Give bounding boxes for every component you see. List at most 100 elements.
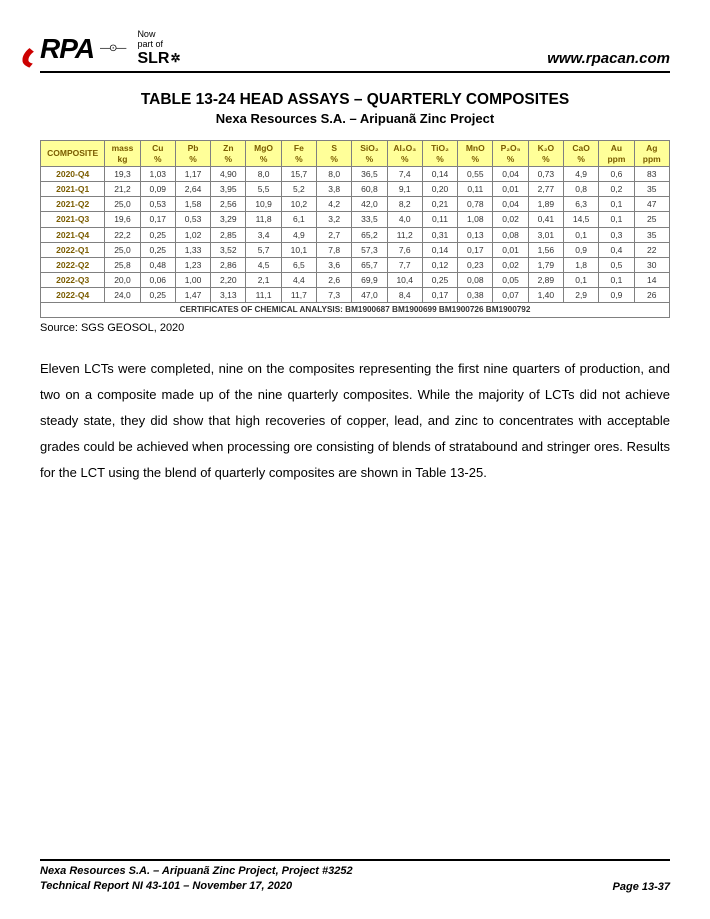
cell: 2,77 [528, 181, 563, 196]
cell: 19,3 [105, 166, 140, 181]
cell: 0,1 [599, 197, 634, 212]
cell: 20,0 [105, 273, 140, 288]
gear-icon: ✲ [170, 52, 180, 65]
rpa-logo: RPA [40, 33, 94, 65]
cell: 26 [634, 288, 669, 303]
table-row: 2022-Q424,00,251,473,1311,111,77,347,08,… [41, 288, 670, 303]
row-label: 2021-Q1 [41, 181, 105, 196]
cell: 35 [634, 181, 669, 196]
cell: 4,9 [564, 166, 599, 181]
cell: 3,6 [317, 257, 352, 272]
cell: 0,1 [564, 227, 599, 242]
cell: 3,52 [211, 242, 246, 257]
cell: 0,38 [458, 288, 493, 303]
slr-now: Now [137, 29, 155, 39]
cell: 1,58 [175, 197, 210, 212]
cell: 0,07 [493, 288, 528, 303]
cell: 6,5 [281, 257, 316, 272]
cell: 6,3 [564, 197, 599, 212]
cell: 2,86 [211, 257, 246, 272]
cell: 0,5 [599, 257, 634, 272]
table-row: 2021-Q121,20,092,643,955,55,23,860,89,10… [41, 181, 670, 196]
row-label: 2022-Q4 [41, 288, 105, 303]
cell: 0,17 [422, 288, 457, 303]
cell: 0,04 [493, 166, 528, 181]
assay-table: COMPOSITEmasskgCu%Pb%Zn%MgO%Fe%S%SiO₂%Al… [40, 140, 670, 318]
cell: 2,7 [317, 227, 352, 242]
slr-part: part of [137, 39, 163, 49]
cell: 3,29 [211, 212, 246, 227]
cell: 60,8 [352, 181, 387, 196]
cell: 25,8 [105, 257, 140, 272]
cell: 0,1 [599, 212, 634, 227]
cell: 5,5 [246, 181, 281, 196]
cell: 0,11 [458, 181, 493, 196]
cell: 4,0 [387, 212, 422, 227]
cell: 8,0 [317, 166, 352, 181]
col-header: SiO₂% [352, 141, 387, 166]
cell: 0,02 [493, 212, 528, 227]
col-header: Cu% [140, 141, 175, 166]
source-line: Source: SGS GEOSOL, 2020 [40, 322, 670, 334]
cell: 1,56 [528, 242, 563, 257]
cell: 0,09 [140, 181, 175, 196]
cell: 0,25 [140, 227, 175, 242]
col-header: Pb% [175, 141, 210, 166]
cell: 8,0 [246, 166, 281, 181]
table-row: 2022-Q320,00,061,002,202,14,42,669,910,4… [41, 273, 670, 288]
cell: 0,25 [140, 242, 175, 257]
table-row: 2021-Q319,60,170,533,2911,86,13,233,54,0… [41, 212, 670, 227]
cell: 4,4 [281, 273, 316, 288]
col-header: Zn% [211, 141, 246, 166]
cell: 0,17 [140, 212, 175, 227]
row-label: 2021-Q4 [41, 227, 105, 242]
cell: 4,9 [281, 227, 316, 242]
col-header: S% [317, 141, 352, 166]
row-label: 2021-Q2 [41, 197, 105, 212]
table-row: 2021-Q422,20,251,022,853,44,92,765,211,2… [41, 227, 670, 242]
col-header: Auppm [599, 141, 634, 166]
site-url: www.rpacan.com [547, 50, 670, 67]
row-label: 2022-Q3 [41, 273, 105, 288]
cell: 11,1 [246, 288, 281, 303]
cell: 0,78 [458, 197, 493, 212]
cell: 1,8 [564, 257, 599, 272]
cell: 1,00 [175, 273, 210, 288]
cell: 7,6 [387, 242, 422, 257]
cell: 10,1 [281, 242, 316, 257]
cell: 1,23 [175, 257, 210, 272]
connector-icon: —⊙— [100, 43, 125, 54]
table-row: 2020-Q419,31,031,174,908,015,78,036,57,4… [41, 166, 670, 181]
cell: 0,12 [422, 257, 457, 272]
cell: 0,2 [599, 181, 634, 196]
cell: 0,3 [599, 227, 634, 242]
cell: 7,3 [317, 288, 352, 303]
cell: 3,01 [528, 227, 563, 242]
cell: 1,08 [458, 212, 493, 227]
cell: 65,2 [352, 227, 387, 242]
cell: 5,7 [246, 242, 281, 257]
cell: 7,4 [387, 166, 422, 181]
cell: 0,48 [140, 257, 175, 272]
cell: 7,8 [317, 242, 352, 257]
row-label: 2022-Q2 [41, 257, 105, 272]
cell: 0,14 [422, 242, 457, 257]
cell: 0,23 [458, 257, 493, 272]
cell: 0,17 [458, 242, 493, 257]
row-label: 2022-Q1 [41, 242, 105, 257]
cell: 2,89 [528, 273, 563, 288]
cell: 2,6 [317, 273, 352, 288]
cell: 4,5 [246, 257, 281, 272]
cell: 30 [634, 257, 669, 272]
cell: 0,05 [493, 273, 528, 288]
cell: 57,3 [352, 242, 387, 257]
col-header: COMPOSITE [41, 141, 105, 166]
cell: 15,7 [281, 166, 316, 181]
cell: 1,03 [140, 166, 175, 181]
cell: 0,20 [422, 181, 457, 196]
cell: 9,1 [387, 181, 422, 196]
cell: 2,64 [175, 181, 210, 196]
cell: 4,2 [317, 197, 352, 212]
col-header: P₂O₅% [493, 141, 528, 166]
cell: 35 [634, 227, 669, 242]
